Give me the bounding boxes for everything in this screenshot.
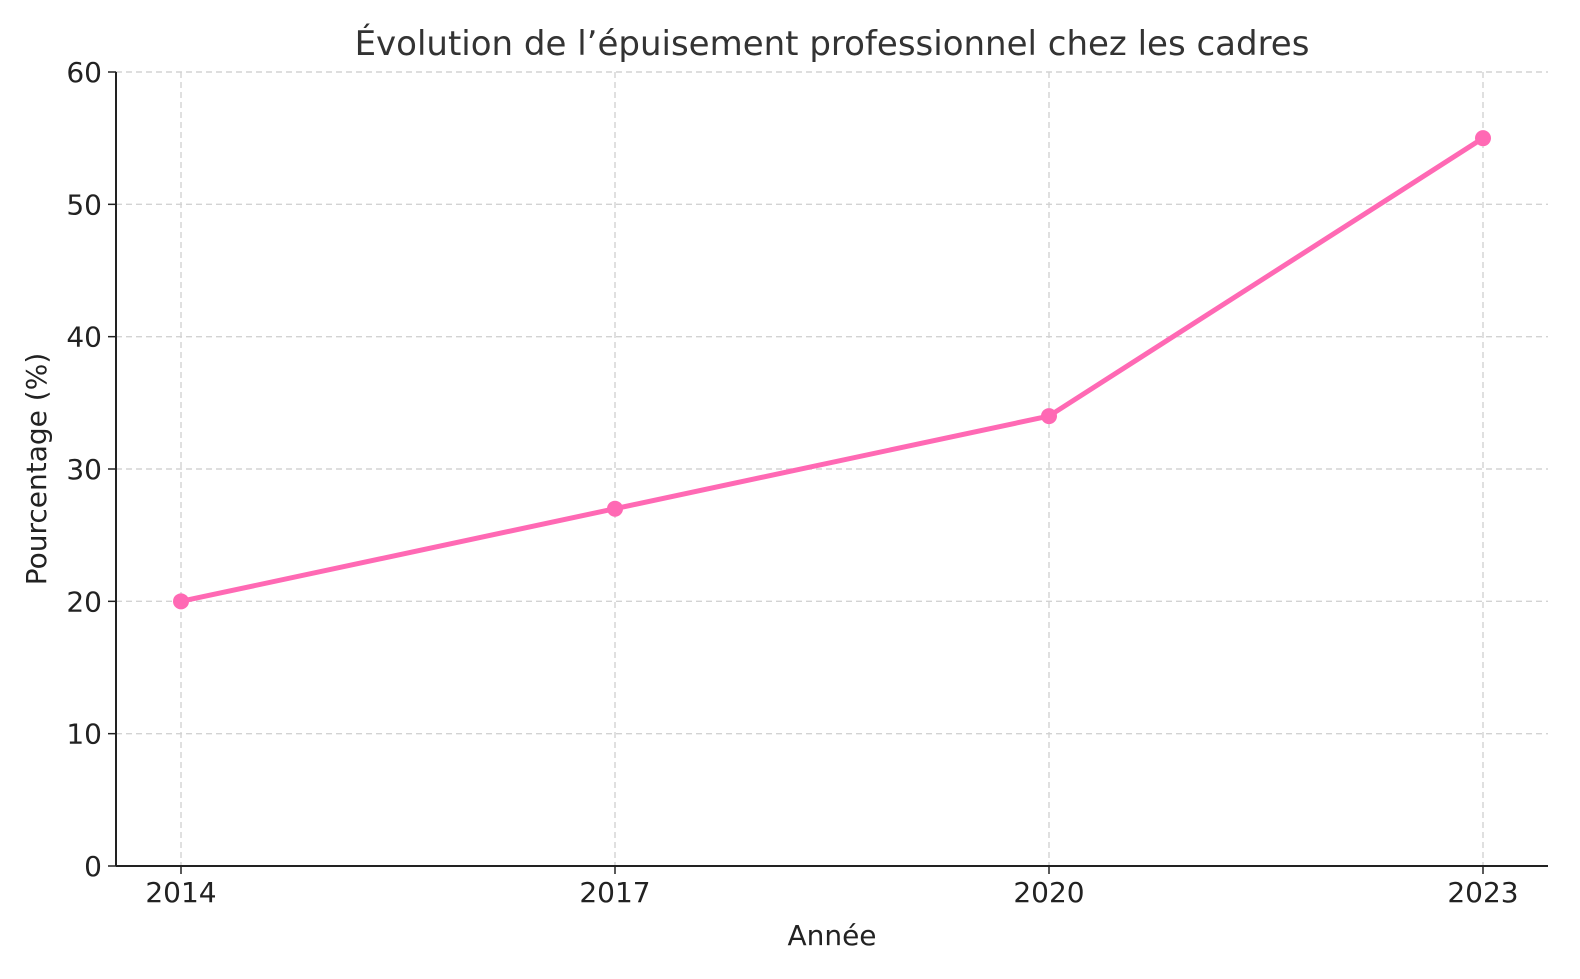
- x-tick-label: 2023: [1447, 876, 1518, 909]
- x-ticks: 2014 2017 2020 2023: [145, 866, 1519, 909]
- x-tick-label: 2014: [145, 876, 216, 909]
- series-line: [178, 135, 1486, 604]
- data-point: [1475, 130, 1491, 147]
- series: [173, 130, 1491, 610]
- chart-title: Évolution de l’épuisement professionnel …: [355, 23, 1310, 64]
- y-tick-label: 40: [66, 321, 102, 354]
- y-tick-label: 0: [84, 850, 102, 883]
- y-ticks: 0 10 20 30 40 50 60: [66, 56, 116, 883]
- y-tick-label: 10: [66, 718, 102, 751]
- y-tick-label: 50: [66, 188, 102, 221]
- y-tick-label: 60: [66, 56, 102, 89]
- y-tick-label: 20: [66, 585, 102, 618]
- data-point: [1041, 408, 1057, 425]
- y-tick-label: 30: [66, 453, 102, 486]
- x-axis-label: Année: [787, 919, 876, 952]
- data-point: [173, 593, 189, 610]
- y-axis-label: Pourcentage (%): [20, 353, 53, 586]
- grid: [116, 71, 1548, 867]
- x-tick-label: 2020: [1013, 876, 1084, 909]
- data-point: [607, 500, 623, 517]
- x-tick-label: 2017: [579, 876, 650, 909]
